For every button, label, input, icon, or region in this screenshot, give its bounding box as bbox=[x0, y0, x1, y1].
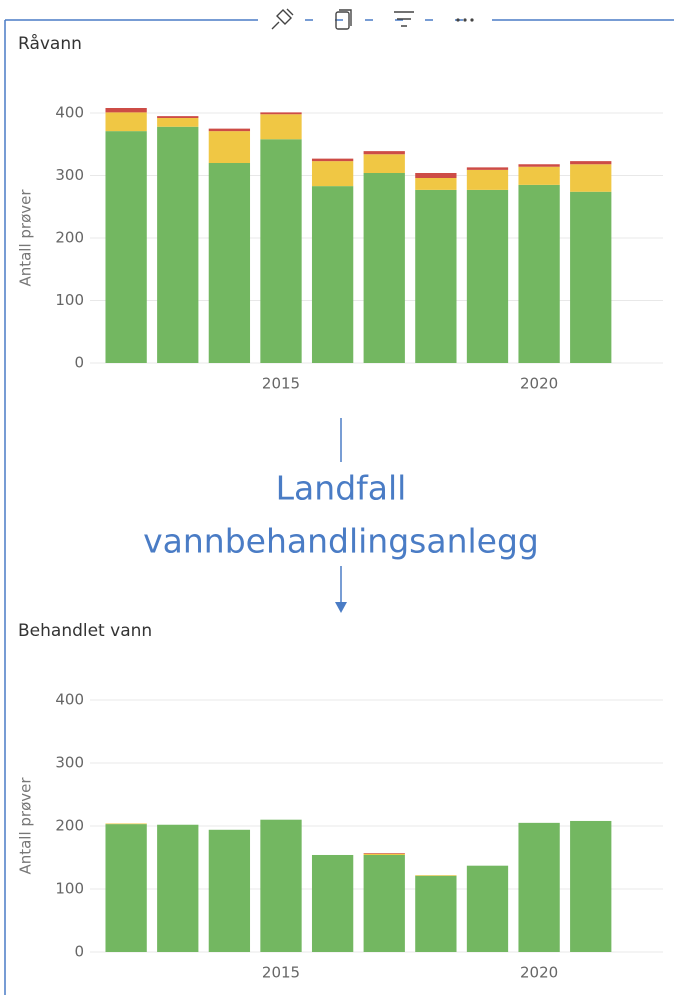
plant-label: Landfall bbox=[276, 469, 407, 508]
bar-segment bbox=[363, 151, 405, 155]
x-tick-label: 2020 bbox=[520, 964, 558, 982]
bar-segment bbox=[208, 829, 251, 952]
bar-segment bbox=[157, 118, 199, 127]
chart-title: Behandlet vann bbox=[18, 621, 152, 641]
bar-segment bbox=[208, 163, 251, 363]
y-tick-label: 300 bbox=[55, 754, 84, 772]
bar-segment bbox=[260, 114, 302, 140]
bar-segment bbox=[157, 116, 199, 118]
bar-segment bbox=[311, 161, 354, 187]
bar-segment bbox=[415, 173, 457, 178]
copy-icon[interactable] bbox=[335, 11, 350, 30]
y-tick-label: 400 bbox=[55, 691, 84, 709]
bar-segment bbox=[105, 112, 147, 132]
chart-title: Råvann bbox=[18, 33, 82, 54]
bar-segment bbox=[415, 875, 457, 952]
bar-segment bbox=[518, 184, 560, 363]
bar-segment bbox=[363, 853, 405, 855]
bar-segment bbox=[363, 854, 405, 952]
bar-segment bbox=[518, 166, 560, 185]
x-tick-label: 2020 bbox=[520, 375, 558, 393]
more-icon[interactable] bbox=[456, 18, 474, 22]
bar-segment bbox=[570, 164, 612, 192]
bar-segment bbox=[311, 854, 354, 952]
bar-segment bbox=[415, 178, 457, 190]
y-tick-label: 400 bbox=[55, 104, 84, 122]
bar-segment bbox=[466, 167, 509, 170]
y-tick-label: 100 bbox=[55, 880, 84, 898]
y-tick-label: 0 bbox=[74, 354, 84, 372]
bar-segment bbox=[157, 126, 199, 363]
bar-segment bbox=[363, 154, 405, 173]
bar-segment bbox=[260, 112, 302, 115]
bar-segment bbox=[311, 186, 354, 363]
y-axis-title: Antall prøver bbox=[17, 189, 35, 287]
bar-segment bbox=[260, 139, 302, 363]
bar-segment bbox=[363, 173, 405, 363]
bar-segment bbox=[157, 824, 199, 952]
x-tick-label: 2015 bbox=[262, 375, 300, 393]
bar-segment bbox=[363, 853, 405, 854]
bar-segment bbox=[570, 820, 612, 952]
bar-segment bbox=[466, 189, 509, 363]
bar-segment bbox=[311, 158, 354, 162]
bar-segment bbox=[208, 128, 251, 132]
bar-segment bbox=[415, 875, 457, 876]
y-tick-label: 200 bbox=[55, 229, 84, 247]
x-tick-label: 2015 bbox=[262, 964, 300, 982]
filter-icon[interactable] bbox=[394, 11, 414, 27]
bar-segment bbox=[570, 191, 612, 363]
bar-segment bbox=[570, 161, 612, 165]
connector-arrow bbox=[335, 602, 347, 613]
bar-segment bbox=[415, 189, 457, 363]
bar-segment bbox=[105, 824, 147, 952]
y-tick-label: 300 bbox=[55, 166, 84, 184]
y-axis-title: Antall prøver bbox=[17, 777, 35, 875]
bar-segment bbox=[518, 164, 560, 167]
y-tick-label: 100 bbox=[55, 291, 84, 309]
copy-icon-back bbox=[339, 9, 352, 26]
bar-segment bbox=[105, 131, 147, 363]
bar-segment bbox=[208, 131, 251, 163]
y-tick-label: 0 bbox=[74, 943, 84, 961]
plant-label: vannbehandlingsanlegg bbox=[143, 522, 539, 561]
pin-icon[interactable] bbox=[271, 8, 294, 30]
y-tick-label: 200 bbox=[55, 817, 84, 835]
bar-segment bbox=[105, 108, 147, 113]
bar-segment bbox=[260, 819, 302, 952]
bar-segment bbox=[518, 822, 560, 952]
bar-segment bbox=[105, 823, 147, 825]
bar-segment bbox=[466, 169, 509, 190]
bar-segment bbox=[466, 865, 509, 952]
